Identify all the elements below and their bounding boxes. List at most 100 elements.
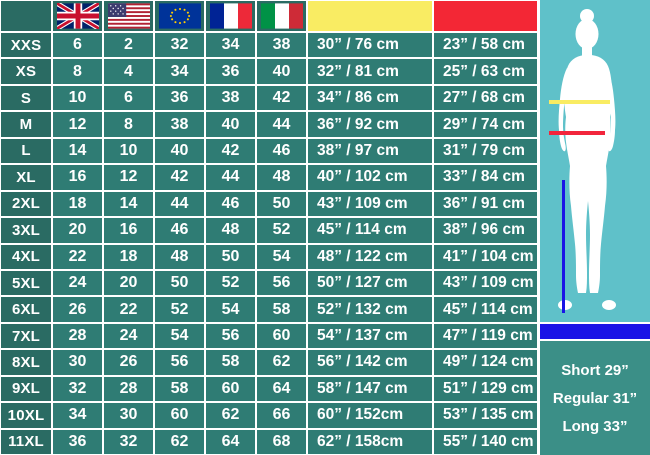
it-size: 46 [256,137,307,165]
it-size: 52 [256,217,307,244]
eu-size: 60 [154,402,205,429]
us-size: 6 [103,84,154,112]
header-blank-cell [0,0,52,32]
size-label: 8XL [0,349,52,376]
eu-flag-icon [158,3,201,29]
size-label: 5XL [0,269,52,297]
waist-measure-line [549,131,605,135]
fr-size: 48 [205,217,256,244]
it-size: 44 [256,111,307,138]
uk-size: 16 [52,164,103,191]
size-label: 10XL [0,402,52,429]
eu-size: 50 [154,269,205,297]
us-size: 28 [103,375,154,403]
bust-measure: 43” / 109 cm [307,190,433,218]
it-size: 56 [256,269,307,297]
us-size: 26 [103,349,154,376]
female-silhouette-icon [558,9,616,310]
us-size: 16 [103,217,154,244]
size-label: M [0,111,52,138]
bust-measure: 58” / 147 cm [307,375,433,403]
it-size: 68 [256,428,307,455]
fr-size: 38 [205,84,256,112]
us-size: 22 [103,296,154,323]
italy-flag-icon [260,3,303,29]
uk-size: 34 [52,402,103,429]
size-label: 7XL [0,322,52,350]
eu-size: 40 [154,137,205,165]
it-size: 40 [256,58,307,85]
inseam-measure-line [562,180,565,313]
uk-size: 14 [52,137,103,165]
us-size: 10 [103,137,154,165]
header-uk [52,0,103,32]
table-row: 9XL 32 28 58 60 64 58” / 147 cm 51” / 129 cm [0,375,559,403]
it-size: 38 [256,32,307,59]
table-row: S 10 6 36 38 42 34” / 86 cm 27” / 68 cm [0,84,559,112]
bust-measure: 36” / 92 cm [307,111,433,138]
uk-size: 20 [52,217,103,244]
us-size: 2 [103,32,154,59]
figure-area [540,0,650,322]
eu-size: 34 [154,58,205,85]
size-label: 3XL [0,217,52,244]
header-us [103,0,154,32]
size-label: 2XL [0,190,52,218]
uk-size: 26 [52,296,103,323]
header-eu [154,0,205,32]
fr-size: 50 [205,243,256,270]
header-it [256,0,307,32]
size-label: XXS [0,32,52,59]
fr-size: 44 [205,164,256,191]
eu-size: 56 [154,349,205,376]
fr-size: 54 [205,296,256,323]
fr-size: 56 [205,322,256,350]
table-row: 3XL 20 16 46 48 52 45” / 114 cm 38” / 96 cm [0,217,559,244]
fr-size: 46 [205,190,256,218]
fr-size: 52 [205,269,256,297]
it-size: 58 [256,296,307,323]
uk-size: 8 [52,58,103,85]
it-size: 66 [256,402,307,429]
bust-measure: 45” / 114 cm [307,217,433,244]
size-label: 6XL [0,296,52,323]
bust-measure: 52” / 132 cm [307,296,433,323]
eu-size: 54 [154,322,205,350]
table-row: 6XL 26 22 52 54 58 52” / 132 cm 45” / 114 cm [0,296,559,323]
uk-size: 10 [52,84,103,112]
it-size: 64 [256,375,307,403]
bust-measure: 60” / 152cm [307,402,433,429]
fr-size: 60 [205,375,256,403]
eu-size: 48 [154,243,205,270]
size-label: XS [0,58,52,85]
table-row: 8XL 30 26 56 58 62 56” / 142 cm 49” / 124 cm [0,349,559,376]
bust-measure: 32” / 81 cm [307,58,433,85]
uk-size: 6 [52,32,103,59]
us-size: 30 [103,402,154,429]
it-size: 60 [256,322,307,350]
bust-measure: 38” / 97 cm [307,137,433,165]
uk-size: 12 [52,111,103,138]
size-label: 4XL [0,243,52,270]
fr-size: 62 [205,402,256,429]
size-label: 9XL [0,375,52,403]
inseam-header-bar [540,322,650,341]
us-size: 4 [103,58,154,85]
it-size: 62 [256,349,307,376]
uk-size: 30 [52,349,103,376]
inseam-length-item: Long 33” [562,417,628,435]
bust-measure: 56” / 142 cm [307,349,433,376]
table-body: XXS 6 2 32 34 38 30” / 76 cm 23” / 58 cm XS 8 4 34 3… [0,32,559,455]
fr-size: 36 [205,58,256,85]
table-row: 11XL 36 32 62 64 68 62” / 158cm 55” / 140 cm [0,428,559,455]
eu-size: 42 [154,164,205,191]
size-label: L [0,137,52,165]
eu-size: 58 [154,375,205,403]
bust-measure: 62” / 158cm [307,428,433,455]
table-row: 4XL 22 18 48 50 54 48” / 122 cm 41” / 104 cm [0,243,559,270]
us-size: 20 [103,269,154,297]
bust-measure-line [549,100,610,104]
uk-size: 22 [52,243,103,270]
uk-size: 28 [52,322,103,350]
